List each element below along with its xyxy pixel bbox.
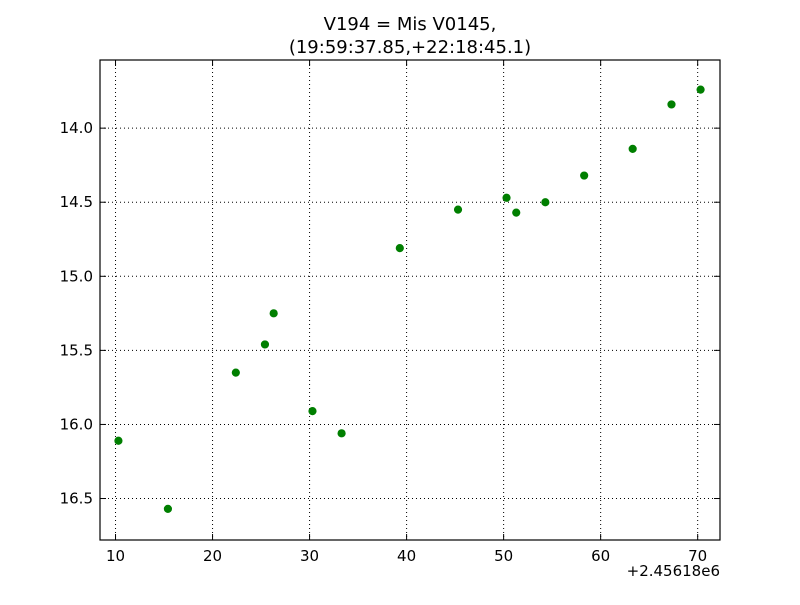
x-tick-label: 70 [688,547,707,565]
data-point [260,340,270,349]
chart-title-line2: (19:59:37.85,+22:18:45.1) [289,37,531,58]
data-point [502,193,511,202]
data-point [308,407,317,416]
x-offset-label: +2.45618e6 [627,562,720,580]
data-point [628,144,637,153]
data-point [512,208,521,217]
data-point [114,436,123,445]
data-points [114,85,705,513]
grid-lines [100,60,720,540]
data-point [395,244,404,253]
plot-frame [99,59,721,541]
data-point [580,171,589,180]
data-point [163,504,173,513]
data-point [667,100,676,109]
data-point [696,85,705,94]
x-tick-label: 30 [300,547,319,565]
y-tick-label: 16.5 [60,490,93,508]
chart-title-line1: V194 = Mis V0145, [324,14,497,35]
data-point [541,198,550,207]
x-tick-label: 60 [591,547,610,565]
x-tick-label: 10 [106,547,125,565]
y-tick-label: 15.5 [60,341,93,359]
x-tick-label: 20 [203,547,222,565]
data-point [453,205,463,214]
data-point [269,309,278,318]
x-tick-label: 50 [494,547,513,565]
data-point [337,429,346,438]
y-tick-label: 15.0 [60,267,93,285]
data-point [231,368,240,377]
y-tick-label: 14.5 [60,193,93,211]
y-tick-label: 14.0 [60,119,93,137]
y-tick-label: 16.0 [60,415,93,433]
x-tick-label: 40 [397,547,416,565]
axis-ticks: 10 20 30 40 50 60 70 14.0 14.5 15.0 15.5 16.0 16.5 [60,60,720,565]
